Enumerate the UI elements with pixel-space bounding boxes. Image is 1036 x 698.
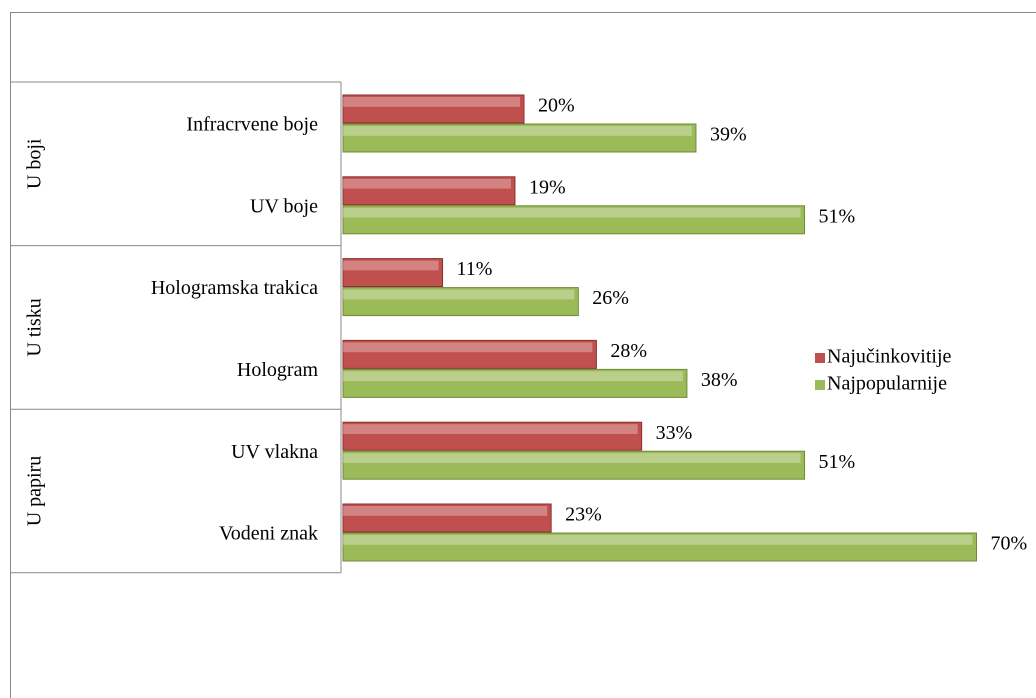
value-label: 23% bbox=[565, 504, 602, 526]
value-label: 51% bbox=[819, 451, 856, 473]
category-label: Infracrvene boje bbox=[186, 114, 318, 136]
bar-highlight bbox=[343, 424, 638, 434]
bar-highlight bbox=[343, 289, 575, 300]
value-label: 20% bbox=[538, 95, 575, 117]
bar bbox=[342, 94, 525, 124]
category-label: Hologramska trakica bbox=[151, 277, 318, 299]
bar-highlight bbox=[343, 260, 439, 271]
value-label: 26% bbox=[592, 287, 629, 309]
bar-highlight bbox=[343, 126, 692, 136]
bar-highlight bbox=[343, 207, 801, 218]
bar bbox=[342, 368, 688, 398]
bar bbox=[342, 205, 806, 235]
value-label: 38% bbox=[701, 369, 738, 391]
bar-highlight bbox=[343, 97, 520, 107]
bar-highlight bbox=[343, 453, 801, 463]
bar bbox=[342, 532, 977, 562]
group-label: U tisku bbox=[24, 298, 46, 356]
legend-label: Najučinkovitije bbox=[827, 346, 952, 368]
category-label: Vodeni znak bbox=[219, 523, 318, 545]
bar-highlight bbox=[343, 342, 593, 353]
bar bbox=[342, 123, 697, 153]
value-label: 11% bbox=[457, 258, 493, 280]
bar-highlight bbox=[343, 535, 973, 545]
bar bbox=[342, 176, 516, 206]
legend-swatch bbox=[815, 380, 825, 390]
legend-swatch bbox=[815, 353, 825, 363]
bar bbox=[342, 450, 806, 480]
category-label: Hologram bbox=[237, 359, 319, 381]
value-label: 19% bbox=[529, 176, 566, 198]
bar bbox=[342, 258, 444, 288]
category-label: UV boje bbox=[250, 195, 318, 217]
value-label: 33% bbox=[656, 422, 693, 444]
bar-highlight bbox=[343, 506, 548, 516]
value-label: 70% bbox=[991, 533, 1028, 555]
group-label: U boji bbox=[24, 138, 46, 189]
bar bbox=[342, 421, 643, 451]
bar bbox=[342, 503, 552, 533]
group-label: U papiru bbox=[24, 456, 46, 527]
bar-highlight bbox=[343, 371, 683, 382]
value-label: 51% bbox=[819, 205, 856, 227]
category-label: UV vlakna bbox=[231, 441, 318, 463]
value-label: 39% bbox=[710, 124, 747, 146]
legend-label: Najpopularnije bbox=[827, 373, 947, 395]
bar-highlight bbox=[343, 178, 511, 189]
bar bbox=[342, 339, 597, 369]
bar bbox=[342, 287, 579, 317]
value-label: 28% bbox=[610, 340, 647, 362]
